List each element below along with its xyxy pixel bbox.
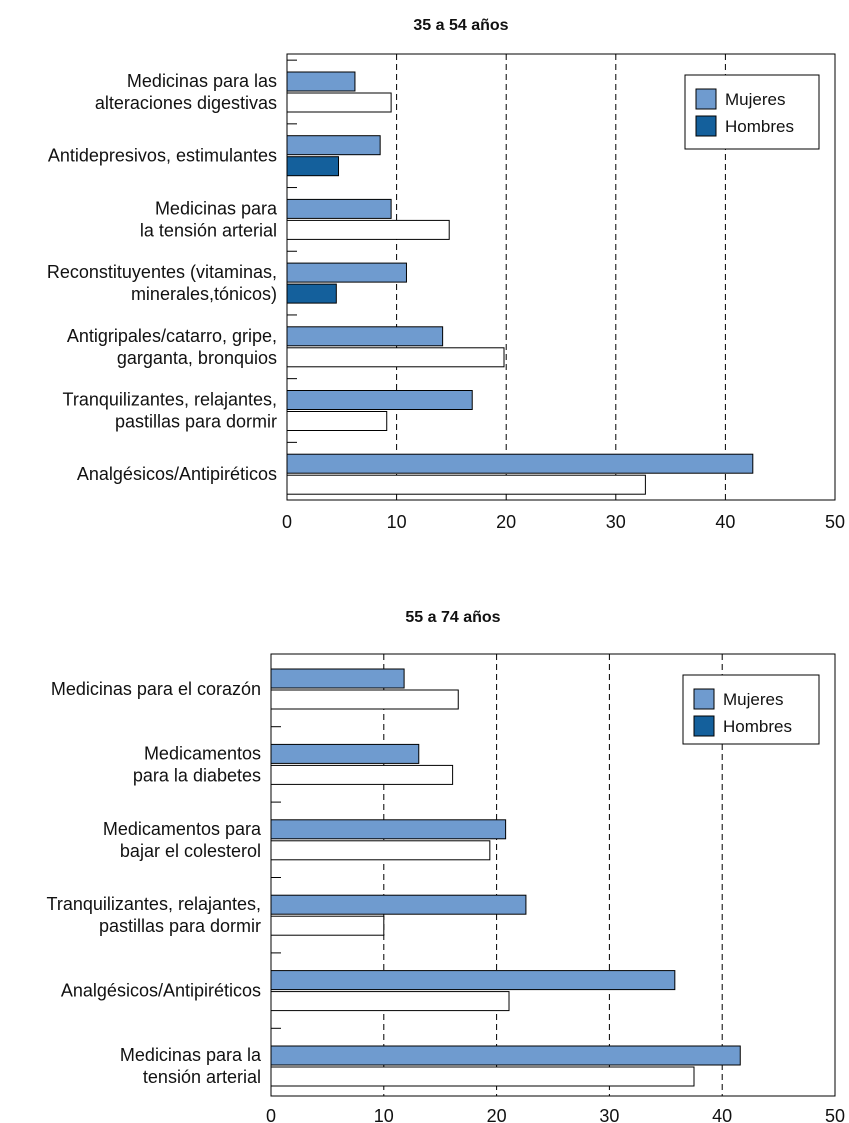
bar-hombres (270, 991, 510, 1012)
x-tick-label: 40 (712, 1106, 732, 1123)
x-tick-label: 30 (606, 512, 626, 532)
category-label: Medicamentos para (103, 819, 262, 839)
category-label: para la diabetes (133, 765, 261, 785)
category-label: Tranquilizantes, relajantes, (47, 894, 261, 914)
x-tick-label: 10 (374, 1106, 394, 1123)
legend-swatch (693, 688, 715, 710)
category-label: Analgésicos/Antipiréticos (77, 464, 277, 484)
category-label: Antigripales/catarro, gripe, (67, 326, 277, 346)
legend-label: Mujeres (723, 690, 783, 709)
legend-label: Hombres (723, 717, 792, 736)
category-label: Medicinas para las (127, 71, 277, 91)
category-label: Medicinas para (155, 198, 278, 218)
category-label: bajar el colesterol (120, 841, 261, 861)
chart-title: 35 a 54 años (413, 17, 508, 34)
x-tick-label: 0 (266, 1106, 276, 1123)
category-label: alteraciones digestivas (95, 93, 277, 113)
category-label: tensión arterial (143, 1067, 261, 1087)
legend-box (684, 74, 820, 150)
bar-mujeres (286, 198, 392, 219)
category-label: la tensión arterial (140, 220, 277, 240)
bar-hombres (270, 915, 385, 936)
bar-hombres (270, 689, 459, 710)
category-label: minerales,tónicos) (131, 284, 277, 304)
chart-title: 55 a 74 años (405, 609, 500, 626)
x-tick-label: 20 (487, 1106, 507, 1123)
bar-mujeres (286, 71, 356, 92)
bar-mujeres (286, 135, 381, 156)
x-tick-label: 0 (282, 512, 292, 532)
plot-frame (270, 653, 836, 1097)
bar-mujeres (270, 894, 527, 915)
bar-mujeres (270, 743, 420, 764)
legend: Mujeres Hombres (684, 74, 820, 150)
legend-swatch (695, 88, 717, 110)
bar-mujeres (270, 668, 405, 689)
x-tick-label: 20 (496, 512, 516, 532)
category-label: pastillas para dormir (99, 916, 261, 936)
category-label: Reconstituyentes (vitaminas, (47, 262, 277, 282)
bar-hombres (270, 764, 454, 785)
bar-hombres (286, 219, 450, 240)
bar-mujeres (286, 326, 444, 347)
bar-hombres (286, 411, 388, 431)
bar-mujeres (270, 819, 507, 840)
category-label: Medicinas para el corazón (51, 679, 261, 699)
bar-hombres (286, 283, 337, 304)
bar-mujeres (270, 970, 676, 991)
bar-hombres (270, 840, 491, 861)
bar-mujeres (286, 390, 473, 410)
category-label: Medicinas para la (120, 1045, 262, 1065)
category-label: Antidepresivos, estimulantes (48, 146, 277, 166)
category-label: Tranquilizantes, relajantes, (63, 390, 277, 410)
bar-mujeres (286, 262, 407, 283)
chart-panel-2: 55 a 74 años Medicinas para el corazón Med… (47, 609, 845, 1123)
bar-mujeres (286, 453, 754, 474)
category-label: Analgésicos/Antipiréticos (61, 981, 261, 1001)
legend: Mujeres Hombres (682, 674, 820, 745)
bar-hombres (286, 347, 505, 368)
legend-label: Mujeres (725, 90, 785, 109)
bar-mujeres (270, 1045, 741, 1066)
x-tick-label: 10 (387, 512, 407, 532)
bar-hombres (286, 92, 392, 113)
bar-hombres (286, 474, 646, 495)
bar-hombres (270, 1066, 695, 1087)
legend-label: Hombres (725, 117, 794, 136)
category-label: Medicamentos (144, 743, 261, 763)
category-label: garganta, bronquios (117, 348, 277, 368)
x-tick-label: 50 (825, 512, 845, 532)
category-label: pastillas para dormir (115, 412, 277, 432)
x-tick-label: 40 (715, 512, 735, 532)
chart-panel-1: 35 a 54 años Medicinas para lasalteracion… (47, 17, 845, 532)
x-tick-label: 50 (825, 1106, 845, 1123)
legend-swatch (693, 715, 715, 737)
bar-hombres (286, 156, 340, 177)
legend-swatch (695, 115, 717, 137)
x-tick-label: 30 (599, 1106, 619, 1123)
